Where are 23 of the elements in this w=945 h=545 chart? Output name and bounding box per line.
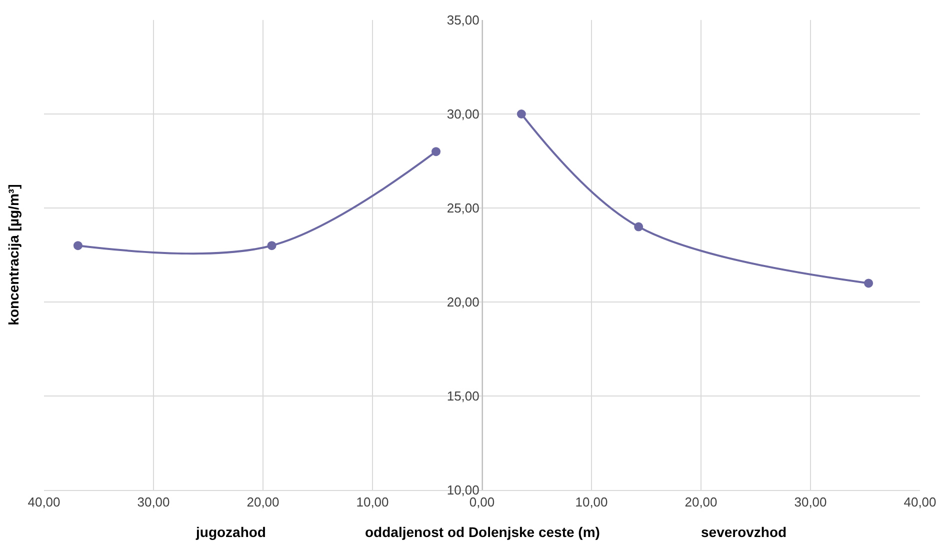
y-tick-label: 30,00: [446, 106, 480, 122]
y-tick-label: 35,00: [446, 12, 480, 28]
y-tick-label: 15,00: [446, 388, 480, 404]
text: severovzhod: [701, 524, 787, 540]
point: [634, 222, 644, 232]
x-tick-label: 30,00: [794, 494, 827, 510]
x-tick-label: 40,00: [904, 494, 936, 510]
point: [432, 147, 441, 156]
point: [864, 278, 874, 288]
x-tick-label: 20,00: [684, 494, 718, 510]
x-tick-label: 20,00: [246, 494, 280, 510]
x-axis-title: oddaljenost od Dolenjske ceste (m): [365, 524, 600, 540]
x-tick-label: 40,00: [28, 494, 60, 510]
point: [516, 110, 526, 118]
text: jugozahod: [195, 524, 266, 540]
point: [73, 241, 82, 250]
y-tick-label: 25,00: [446, 200, 480, 216]
y-tick-label: 20,00: [446, 294, 480, 310]
x-tick-label: 10,00: [575, 494, 608, 510]
x-tick-label: 10,00: [356, 494, 389, 510]
x-tick-label: 30,00: [137, 494, 170, 510]
point: [267, 241, 276, 250]
y-axis-title: koncentracija [µg/m³]: [5, 184, 22, 326]
